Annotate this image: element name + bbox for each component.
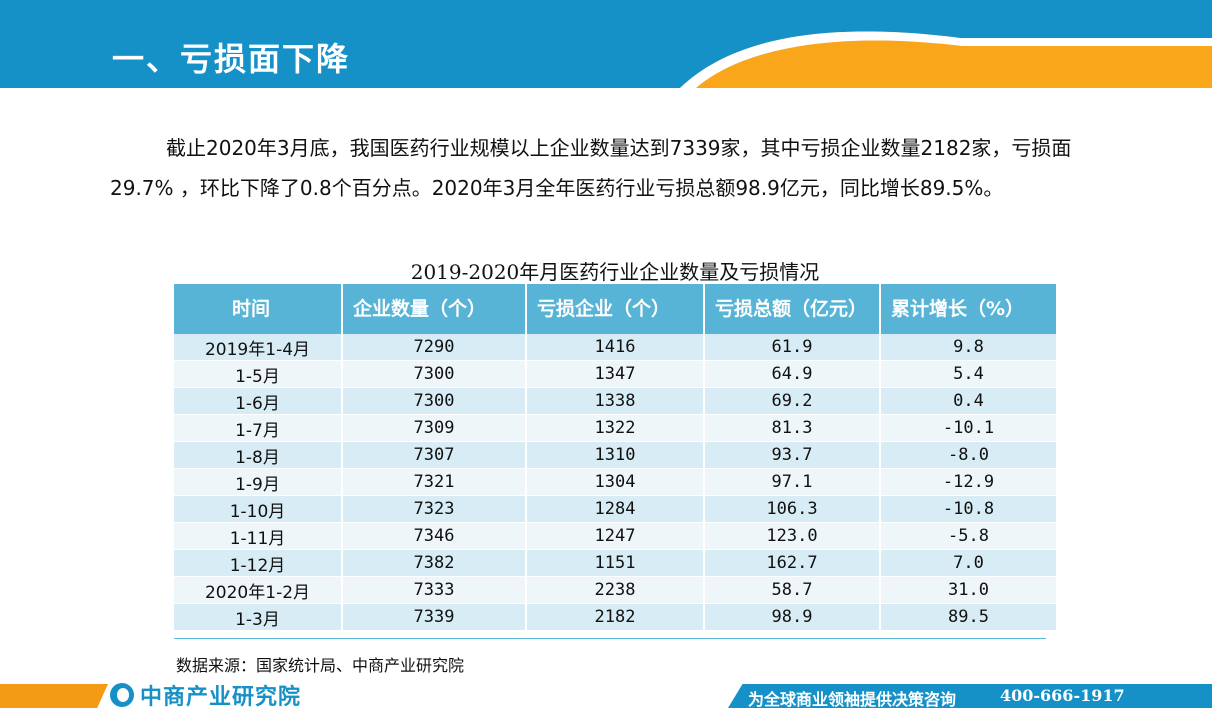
- cell-cumulative-growth: 9.8: [880, 334, 1056, 361]
- footer-logo: 中商产业研究院: [110, 682, 302, 710]
- footer-slogan: 为全球商业领袖提供决策咨询: [748, 690, 957, 709]
- table-row: 1-9月 7321 1304 97.1 -12.9: [174, 468, 1056, 496]
- table-row: 1-5月 7300 1347 64.9 5.4: [174, 360, 1056, 388]
- column-header-cumulative-growth: 累计增长（%）: [880, 284, 1056, 334]
- footer-logo-text: 中商产业研究院: [140, 685, 302, 710]
- cell-time: 1-11月: [174, 522, 343, 550]
- cell-loss-enterprises: 1416: [526, 334, 705, 361]
- table-row: 1-6月 7300 1338 69.2 0.4: [174, 387, 1056, 415]
- cell-loss-enterprises: 1347: [526, 360, 705, 388]
- cell-cumulative-growth: 89.5: [880, 603, 1056, 631]
- cell-time: 1-8月: [174, 441, 343, 469]
- footer-blue-bar: [728, 684, 1212, 708]
- cell-time: 1-3月: [174, 603, 343, 631]
- cell-cumulative-growth: -10.1: [880, 414, 1056, 442]
- cell-time: 1-5月: [174, 360, 343, 388]
- cell-enterprise-count: 7339: [342, 603, 527, 631]
- page-title: 一、亏损面下降: [112, 40, 351, 78]
- table-row: 2020年1-2月 7333 2238 58.7 31.0: [174, 576, 1056, 604]
- table-header-row: 时间 企业数量（个） 亏损企业（个） 亏损总额（亿元） 累计增长（%）: [174, 284, 1056, 334]
- column-header-loss-enterprises: 亏损企业（个）: [526, 284, 705, 334]
- data-table: 时间 企业数量（个） 亏损企业（个） 亏损总额（亿元） 累计增长（%） 2019…: [174, 284, 1056, 631]
- cell-cumulative-growth: 5.4: [880, 360, 1056, 388]
- cell-loss-total: 106.3: [704, 495, 881, 523]
- column-header-loss-total: 亏损总额（亿元）: [704, 284, 881, 334]
- column-header-time: 时间: [174, 284, 343, 334]
- cell-loss-enterprises: 2182: [526, 603, 705, 631]
- cell-enterprise-count: 7346: [342, 522, 527, 550]
- table-row: 1-3月 7339 2182 98.9 89.5: [174, 603, 1056, 631]
- cell-loss-total: 98.9: [704, 603, 881, 631]
- cell-loss-total: 61.9: [704, 334, 881, 361]
- cell-time: 2019年1-4月: [174, 334, 343, 361]
- cell-time: 2020年1-2月: [174, 576, 343, 604]
- footer-orange-bar: [0, 684, 108, 708]
- header-bar: 一、亏损面下降: [0, 0, 1212, 88]
- cell-loss-total: 64.9: [704, 360, 881, 388]
- cell-cumulative-growth: 0.4: [880, 387, 1056, 415]
- table-row: 1-12月 7382 1151 162.7 7.0: [174, 549, 1056, 577]
- column-header-enterprise-count: 企业数量（个）: [342, 284, 527, 334]
- cell-enterprise-count: 7290: [342, 334, 527, 361]
- cell-loss-total: 58.7: [704, 576, 881, 604]
- cell-cumulative-growth: -8.0: [880, 441, 1056, 469]
- cell-loss-total: 93.7: [704, 441, 881, 469]
- cell-enterprise-count: 7300: [342, 360, 527, 388]
- cell-time: 1-12月: [174, 549, 343, 577]
- cell-enterprise-count: 7321: [342, 468, 527, 496]
- cell-time: 1-9月: [174, 468, 343, 496]
- header-accent-shape: [680, 31, 1212, 88]
- cell-loss-total: 69.2: [704, 387, 881, 415]
- cell-time: 1-6月: [174, 387, 343, 415]
- cell-cumulative-growth: -5.8: [880, 522, 1056, 550]
- table-bottom-rule: [174, 638, 1046, 639]
- cell-loss-enterprises: 1247: [526, 522, 705, 550]
- table-title: 2019-2020年月医药行业企业数量及亏损情况: [410, 260, 820, 284]
- footer-phone: 400-666-1917: [1000, 686, 1125, 705]
- cell-enterprise-count: 7382: [342, 549, 527, 577]
- cell-enterprise-count: 7307: [342, 441, 527, 469]
- cell-loss-enterprises: 1304: [526, 468, 705, 496]
- table-row: 1-8月 7307 1310 93.7 -8.0: [174, 441, 1056, 469]
- cell-time: 1-10月: [174, 495, 343, 523]
- cell-cumulative-growth: 7.0: [880, 549, 1056, 577]
- cell-loss-enterprises: 2238: [526, 576, 705, 604]
- cell-loss-total: 162.7: [704, 549, 881, 577]
- table-row: 1-11月 7346 1247 123.0 -5.8: [174, 522, 1056, 550]
- cell-loss-enterprises: 1284: [526, 495, 705, 523]
- cell-loss-enterprises: 1338: [526, 387, 705, 415]
- cell-loss-enterprises: 1151: [526, 549, 705, 577]
- cell-loss-enterprises: 1322: [526, 414, 705, 442]
- table-row: 1-7月 7309 1322 81.3 -10.1: [174, 414, 1056, 442]
- cell-loss-enterprises: 1310: [526, 441, 705, 469]
- data-source-note: 数据来源：国家统计局、中商产业研究院: [176, 656, 465, 675]
- cell-enterprise-count: 7300: [342, 387, 527, 415]
- cell-enterprise-count: 7333: [342, 576, 527, 604]
- cell-cumulative-growth: -10.8: [880, 495, 1056, 523]
- cell-loss-total: 123.0: [704, 522, 881, 550]
- cell-loss-total: 81.3: [704, 414, 881, 442]
- table-row: 1-10月 7323 1284 106.3 -10.8: [174, 495, 1056, 523]
- company-logo-icon: [110, 683, 134, 707]
- cell-enterprise-count: 7323: [342, 495, 527, 523]
- cell-enterprise-count: 7309: [342, 414, 527, 442]
- cell-cumulative-growth: 31.0: [880, 576, 1056, 604]
- table-row: 2019年1-4月 7290 1416 61.9 9.8: [174, 334, 1056, 361]
- cell-time: 1-7月: [174, 414, 343, 442]
- cell-loss-total: 97.1: [704, 468, 881, 496]
- intro-paragraph: 截止2020年3月底，我国医药行业规模以上企业数量达到7339家，其中亏损企业数…: [110, 136, 1072, 200]
- cell-cumulative-growth: -12.9: [880, 468, 1056, 496]
